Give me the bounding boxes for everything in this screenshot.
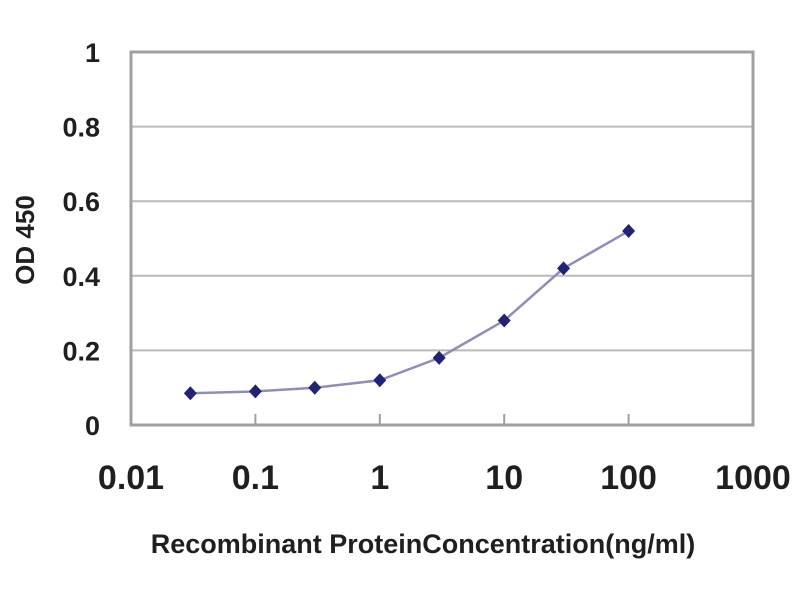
y-tick-label: 0 [85, 411, 100, 441]
y-tick-label: 1 [85, 38, 100, 68]
x-tick-label: 10 [485, 459, 523, 497]
data-point-marker [183, 386, 197, 401]
x-tick-label: 0.1 [232, 459, 279, 497]
plot-border [129, 50, 755, 427]
data-point-marker [248, 384, 262, 399]
x-tick-label: 1 [370, 459, 389, 497]
x-tick-label: 100 [600, 459, 657, 497]
data-point-marker [557, 261, 571, 276]
data-point-marker [373, 373, 387, 388]
y-tick-label: 0.8 [62, 113, 100, 143]
y-tick-label: 0.4 [62, 262, 100, 292]
data-point-marker [497, 313, 511, 328]
x-tick-label: 1000 [715, 459, 791, 497]
y-tick-label: 0.6 [62, 187, 100, 217]
data-point-marker [432, 350, 446, 365]
x-axis-title: Recombinant ProteinConcentration(ng/ml) [150, 529, 696, 559]
data-point-marker [308, 380, 322, 395]
data-point-marker [622, 224, 636, 239]
x-tick-label: 0.01 [98, 459, 164, 497]
y-axis-title: OD 450 [10, 195, 40, 285]
data-line [190, 229, 630, 395]
y-tick-label: 0.2 [62, 336, 100, 366]
